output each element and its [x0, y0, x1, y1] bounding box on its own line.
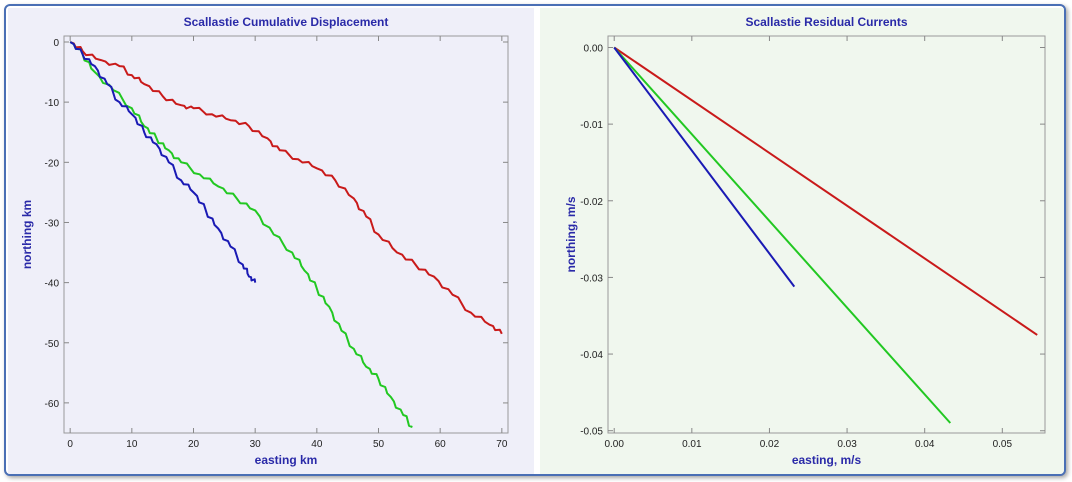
figure-frame: Scallastie Cumulative Displacement 0 10 20 3…	[4, 4, 1066, 476]
y-tick-label: -40	[45, 279, 60, 290]
series-line-1	[69, 41, 503, 335]
y-tick-label: 0.00	[584, 43, 604, 54]
x-tick-label: 0.02	[760, 439, 780, 450]
plot-frame	[63, 35, 509, 434]
series-line-2	[69, 41, 413, 428]
x-tick-label: 50	[373, 439, 385, 450]
series-line-3	[613, 46, 796, 288]
displacement-chart-svg: Scallastie Cumulative Displacement 0 10 20 3…	[20, 15, 509, 467]
x-axis-label: easting, m/s	[792, 453, 862, 467]
residual-currents-chart-svg: Scallastie Residual Currents 0.00 0.01 0.02…	[564, 15, 1046, 467]
x-tick-label: 0	[67, 439, 73, 450]
series-line-3	[69, 41, 257, 283]
y-tick-label: -30	[45, 218, 60, 229]
plot-frame	[607, 35, 1046, 434]
y-tick-label: -20	[45, 158, 60, 169]
y-axis-label: northing, m/s	[564, 196, 578, 272]
y-tick-label: -60	[45, 399, 60, 410]
x-axis-label: easting km	[255, 453, 318, 467]
x-tick-label: 0.05	[993, 439, 1013, 450]
x-tick-label: 0.01	[682, 439, 702, 450]
x-tick-label: 70	[496, 439, 508, 450]
y-tick-label: -0.02	[580, 197, 603, 208]
y-tick-label: -50	[45, 339, 60, 350]
x-tick-label: 60	[435, 439, 447, 450]
series-line-2	[613, 46, 952, 424]
y-tick-label: -10	[45, 98, 60, 109]
y-axis-label: northing km	[20, 200, 34, 269]
chart-displacement: Scallastie Cumulative Displacement 0 10 20 3…	[8, 8, 534, 474]
x-tick-label: 0.04	[915, 439, 935, 450]
chart-residual-currents: Scallastie Residual Currents 0.00 0.01 0.02…	[540, 8, 1064, 474]
y-tick-label: -0.01	[580, 120, 603, 131]
x-tick-label: 30	[250, 439, 262, 450]
y-tick-label: -0.03	[580, 273, 603, 284]
x-tick-label: 0.00	[604, 439, 624, 450]
x-tick-label: 20	[188, 439, 200, 450]
y-tick-label: 0	[53, 38, 59, 49]
series-line-1	[613, 46, 1038, 336]
x-tick-label: 10	[126, 439, 138, 450]
chart-title: Scallastie Cumulative Displacement	[184, 15, 389, 29]
x-tick-label: 0.03	[837, 439, 857, 450]
x-tick-label: 40	[311, 439, 323, 450]
chart-title: Scallastie Residual Currents	[745, 15, 907, 29]
y-tick-label: -0.05	[580, 427, 603, 438]
y-tick-label: -0.04	[580, 350, 603, 361]
